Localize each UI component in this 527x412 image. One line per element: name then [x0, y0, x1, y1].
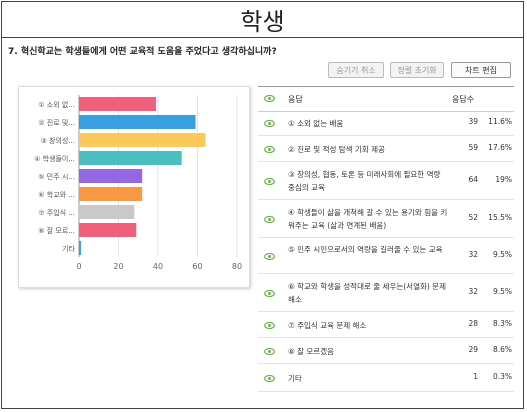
eye-icon[interactable] — [264, 145, 275, 153]
answer-percent: 0.3% — [492, 372, 512, 381]
bar[interactable] — [79, 97, 157, 111]
answer-label: ① 소외 없는 배움 — [288, 118, 344, 128]
answer-label: ② 진로 및 적성 탐색 기회 제공 — [288, 144, 385, 154]
answer-label: ③ 창의성, 협동, 토론 등 미래사회에 필요한 역량 중심의 교육 — [288, 170, 441, 192]
answer-label: ⑦ 주입식 교육 문제 해소 — [288, 320, 367, 330]
table-row: ⑦ 주입식 교육 문제 해소 28 8.3% — [258, 312, 514, 338]
answer-label: ④ 학생들이 삶을 개척해 갈 수 있는 용기와 힘을 키워주는 교육 (삶과 … — [288, 208, 448, 230]
category-label: ③ 창의성... — [41, 136, 76, 145]
answer-label: ⑧ 잘 모르겠음 — [288, 346, 334, 356]
bar[interactable] — [79, 241, 81, 255]
x-tick-label: 40 — [153, 262, 163, 271]
table-row: 기타 1 0.3% — [258, 364, 514, 392]
answer-count: 39 — [468, 117, 478, 126]
table-header: 응답 응답수 — [258, 86, 514, 112]
answer-count: 32 — [468, 287, 478, 296]
bar-chart: 0 20 40 60 80 ① 소외 없... ② 진로 및... ③ 창의성... ④ 학생들… — [34, 95, 242, 271]
eye-icon[interactable] — [264, 177, 275, 185]
category-label: ④ 학생들이... — [34, 154, 75, 163]
table-row: ② 진로 및 적성 탐색 기회 제공 59 17.6% — [258, 136, 514, 162]
category-label: ⑥ 학교와 ... — [38, 190, 75, 199]
bar[interactable] — [79, 151, 182, 165]
eye-icon[interactable] — [264, 119, 275, 127]
category-label: ① 소외 없... — [38, 100, 75, 109]
answer-percent: 8.3% — [492, 319, 512, 328]
eye-icon[interactable] — [264, 252, 275, 260]
answer-count: 29 — [468, 345, 478, 354]
answer-count: 64 — [468, 175, 478, 184]
answer-count: 52 — [468, 213, 478, 222]
bar[interactable] — [79, 115, 196, 129]
table-row: ③ 창의성, 협동, 토론 등 미래사회에 필요한 역량 중심의 교육 64 19% — [258, 162, 514, 200]
category-label: ⑧ 잘 모르... — [38, 227, 75, 235]
response-table: 응답 응답수 ① 소외 없는 배움 39 11.6% ② 진로 및 적성 탐색 기회 … — [258, 86, 514, 393]
question-text: 7. 혁신학교는 학생들에게 어떤 교육적 도움을 주었다고 생각하십니까? — [8, 47, 277, 57]
bar[interactable] — [79, 205, 135, 219]
sort-reset-button[interactable]: 정렬 초기화 — [390, 62, 444, 78]
answer-count: 28 — [468, 319, 478, 328]
page-title: 학생 — [1, 1, 524, 38]
count-column-header: 응답수 — [452, 95, 475, 104]
hide-cancel-button[interactable]: 숨기기 취소 — [328, 62, 384, 78]
answer-label: ⑤ 민주 시민으로서의 역량을 길러줄 수 있는 교육 — [288, 245, 443, 254]
answer-count: 1 — [473, 372, 478, 381]
chart-panel: 0 20 40 60 80 ① 소외 없... ② 진로 및... ③ 창의성... ④ 학생들… — [18, 86, 250, 288]
table-row: ④ 학생들이 삶을 개척해 갈 수 있는 용기와 힘을 키워주는 교육 (삶과 … — [258, 200, 514, 238]
eye-icon[interactable] — [264, 289, 275, 297]
eye-icon[interactable] — [264, 374, 275, 382]
chart-edit-button[interactable]: 차트 편집 — [451, 62, 511, 78]
answer-percent: 17.6% — [488, 143, 512, 152]
answer-count: 59 — [468, 143, 478, 152]
answer-column-header: 응답 — [288, 95, 303, 104]
answer-percent: 9.5% — [492, 250, 512, 259]
category-label: ⑤ 민주 시... — [38, 172, 75, 181]
table-row: ⑧ 잘 모르겠음 29 8.6% — [258, 338, 514, 364]
bar[interactable] — [79, 223, 137, 237]
answer-label: ⑥ 학교와 학생을 성적대로 줄 세우는(서열화) 문제 해소 — [288, 282, 446, 304]
answer-percent: 8.6% — [492, 345, 512, 354]
eye-icon[interactable] — [264, 321, 275, 329]
answer-label: 기타 — [288, 373, 302, 383]
category-label: 기타 — [62, 244, 75, 253]
bar[interactable] — [79, 133, 206, 147]
x-tick-label: 60 — [192, 262, 202, 271]
bar[interactable] — [79, 187, 143, 201]
answer-count: 32 — [468, 250, 478, 259]
table-row: ⑥ 학교와 학생을 성적대로 줄 세우는(서열화) 문제 해소 32 9.5% — [258, 274, 514, 312]
category-label: ⑦ 주입식 ... — [38, 208, 75, 217]
bar[interactable] — [79, 169, 143, 183]
eye-icon[interactable] — [264, 347, 275, 355]
answer-percent: 15.5% — [488, 213, 512, 222]
table-row: ① 소외 없는 배움 39 11.6% — [258, 110, 514, 136]
x-tick-label: 0 — [76, 262, 81, 271]
table-row: ⑤ 민주 시민으로서의 역량을 길러줄 수 있는 교육 32 9.5% — [258, 238, 514, 274]
x-tick-label: 80 — [232, 262, 242, 271]
answer-percent: 9.5% — [492, 287, 512, 296]
answer-percent: 11.6% — [488, 117, 512, 126]
eye-icon[interactable] — [264, 95, 275, 102]
answer-percent: 19% — [495, 175, 512, 184]
eye-icon[interactable] — [264, 215, 275, 223]
category-label: ② 진로 및... — [38, 118, 75, 127]
x-tick-label: 20 — [113, 262, 123, 271]
